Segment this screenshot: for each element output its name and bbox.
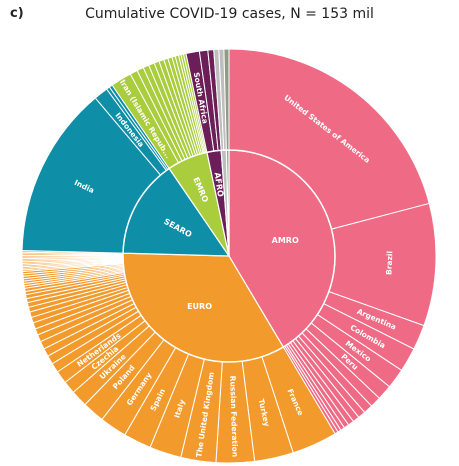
country-label-brazil: Brazil: [384, 251, 394, 275]
region-label-euro: EURO: [187, 302, 212, 311]
chart-title: Cumulative COVID-19 cases, N = 153 mil: [85, 6, 374, 22]
region-label-amro: AMRO: [272, 236, 299, 245]
region-label-afro: AFRO: [213, 172, 225, 198]
country-label-russian-federation: Russian Federation: [228, 376, 239, 458]
inner-ring-border: [122, 149, 336, 363]
panel-label: c): [10, 6, 24, 21]
